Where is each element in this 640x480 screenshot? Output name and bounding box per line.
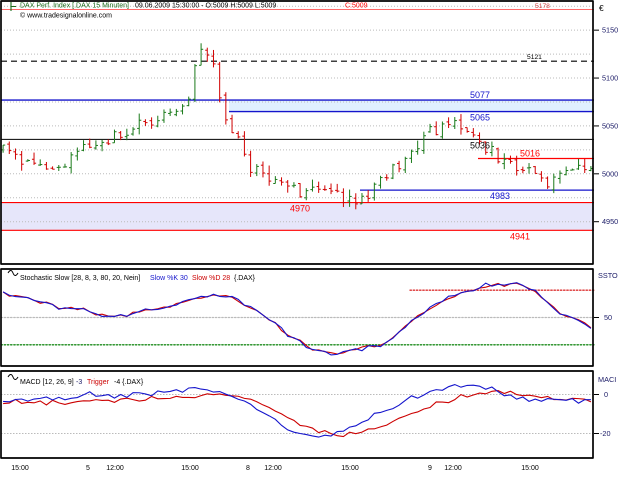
svg-text:5150: 5150 (602, 26, 618, 35)
svg-text:15:00: 15:00 (11, 465, 29, 472)
svg-text:5050: 5050 (602, 121, 618, 130)
svg-text:-20: -20 (600, 429, 611, 438)
svg-text:C:5009: C:5009 (345, 3, 368, 10)
svg-text:5077: 5077 (470, 90, 490, 100)
svg-text:Slow %D 28: Slow %D 28 (192, 275, 230, 282)
svg-text:MACD [12, 26, 9]: MACD [12, 26, 9] (20, 379, 74, 386)
svg-text:5121: 5121 (527, 54, 542, 61)
svg-text:4941: 4941 (510, 231, 530, 241)
svg-text:Trigger: Trigger (87, 379, 110, 386)
svg-text:5065: 5065 (470, 113, 490, 123)
svg-text:€: € (599, 3, 604, 13)
svg-text:5178: 5178 (535, 3, 550, 10)
svg-text:{.DAX}: {.DAX} (234, 275, 256, 282)
svg-text:0: 0 (604, 390, 608, 399)
svg-text:5: 5 (86, 465, 90, 472)
svg-text:5000: 5000 (602, 169, 618, 178)
svg-text:SSTO: SSTO (598, 271, 618, 280)
svg-text:8: 8 (246, 465, 250, 472)
svg-text:Stochastic Slow [28, 8, 3, 80,: Stochastic Slow [28, 8, 3, 80, 20, Nein] (20, 275, 140, 282)
svg-text:4970: 4970 (290, 204, 310, 214)
svg-text:12:00: 12:00 (106, 465, 124, 472)
svg-text:5100: 5100 (602, 74, 618, 83)
svg-text:-3: -3 (76, 379, 82, 386)
svg-text:12:00: 12:00 (444, 465, 462, 472)
svg-text:15:00: 15:00 (181, 465, 199, 472)
svg-text:12:00: 12:00 (264, 465, 282, 472)
svg-text:-4 {.DAX}: -4 {.DAX} (114, 379, 144, 386)
svg-text:4950: 4950 (602, 217, 618, 226)
svg-text:Slow %K 30: Slow %K 30 (150, 275, 188, 282)
svg-text:09.06.2009 15:30:00 - O:5009 H: 09.06.2009 15:30:00 - O:5009 H:5009 L:50… (135, 3, 276, 10)
svg-text:© www.tradesignalonline.com: © www.tradesignalonline.com (20, 12, 112, 20)
svg-text:50: 50 (604, 313, 612, 322)
svg-text:MACI: MACI (598, 375, 616, 384)
svg-text:4983: 4983 (490, 191, 510, 201)
svg-text:15:00: 15:00 (341, 465, 359, 472)
svg-text:9: 9 (428, 465, 432, 472)
svg-text:DAX Perf. Index [.DAX 15 Minu: DAX Perf. Index [.DAX 15 Minuten] (20, 3, 129, 10)
svg-text:15:00: 15:00 (521, 465, 539, 472)
svg-text:5036: 5036 (470, 140, 490, 150)
svg-text:5016: 5016 (520, 148, 540, 158)
